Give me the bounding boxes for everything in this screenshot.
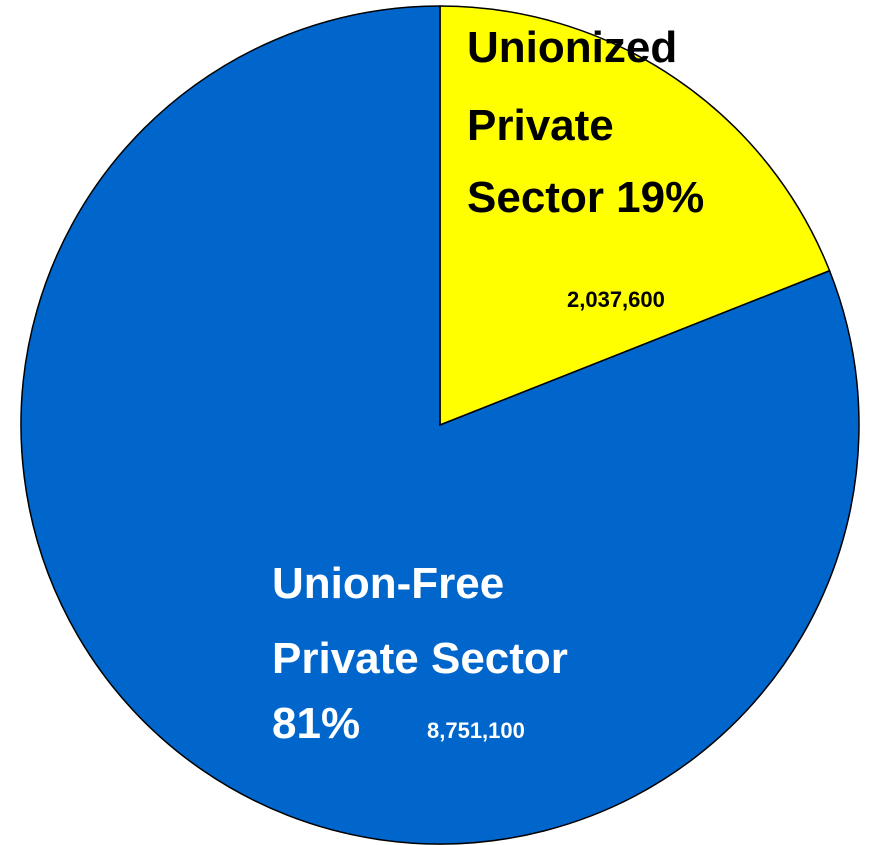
unionized-slice bbox=[439, 5, 831, 427]
unionized-value-label: 2,037,600 bbox=[567, 287, 665, 312]
unionized-label-line-1: Unionized bbox=[467, 23, 677, 72]
union-free-label-line-1: Union-Free bbox=[272, 559, 504, 608]
union-free-label-line-3: 81% bbox=[272, 699, 360, 748]
unionized-slice-label: Unionized Private Sector 19% 2,037,600 bbox=[467, 23, 704, 312]
unionized-label-line-3: Sector 19% bbox=[467, 173, 704, 222]
union-free-label-line-2: Private Sector bbox=[272, 634, 568, 683]
unionized-label-line-2: Private bbox=[467, 101, 614, 150]
pie-slices bbox=[20, 5, 860, 845]
union-free-slice-label: Union-Free Private Sector 81% 8,751,100 bbox=[272, 559, 568, 748]
union-free-value-label: 8,751,100 bbox=[427, 718, 525, 743]
union-free-slice bbox=[20, 5, 860, 845]
